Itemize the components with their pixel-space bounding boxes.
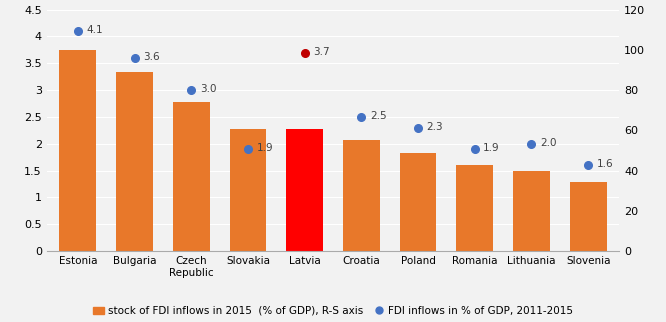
Legend: stock of FDI inflows in 2015  (% of GDP), R-S axis, FDI inflows in % of GDP, 201: stock of FDI inflows in 2015 (% of GDP),…	[89, 302, 577, 320]
Bar	[59, 50, 97, 251]
Bar	[286, 129, 323, 251]
Bar	[569, 183, 607, 251]
Text: 1.6: 1.6	[597, 159, 613, 169]
Bar	[400, 154, 436, 251]
Text: 3.7: 3.7	[313, 46, 330, 57]
Text: 3.0: 3.0	[200, 84, 216, 94]
Bar	[116, 72, 153, 251]
Bar	[513, 171, 550, 251]
Text: 1.9: 1.9	[256, 143, 273, 153]
Text: 2.3: 2.3	[426, 122, 443, 132]
Text: 1.9: 1.9	[484, 143, 500, 153]
Bar	[172, 102, 210, 251]
Text: 2.0: 2.0	[540, 138, 557, 148]
Text: 4.1: 4.1	[87, 25, 103, 35]
Text: 3.6: 3.6	[143, 52, 160, 62]
Bar	[343, 140, 380, 251]
Bar	[230, 129, 266, 251]
Bar	[456, 165, 494, 251]
Text: 2.5: 2.5	[370, 111, 386, 121]
